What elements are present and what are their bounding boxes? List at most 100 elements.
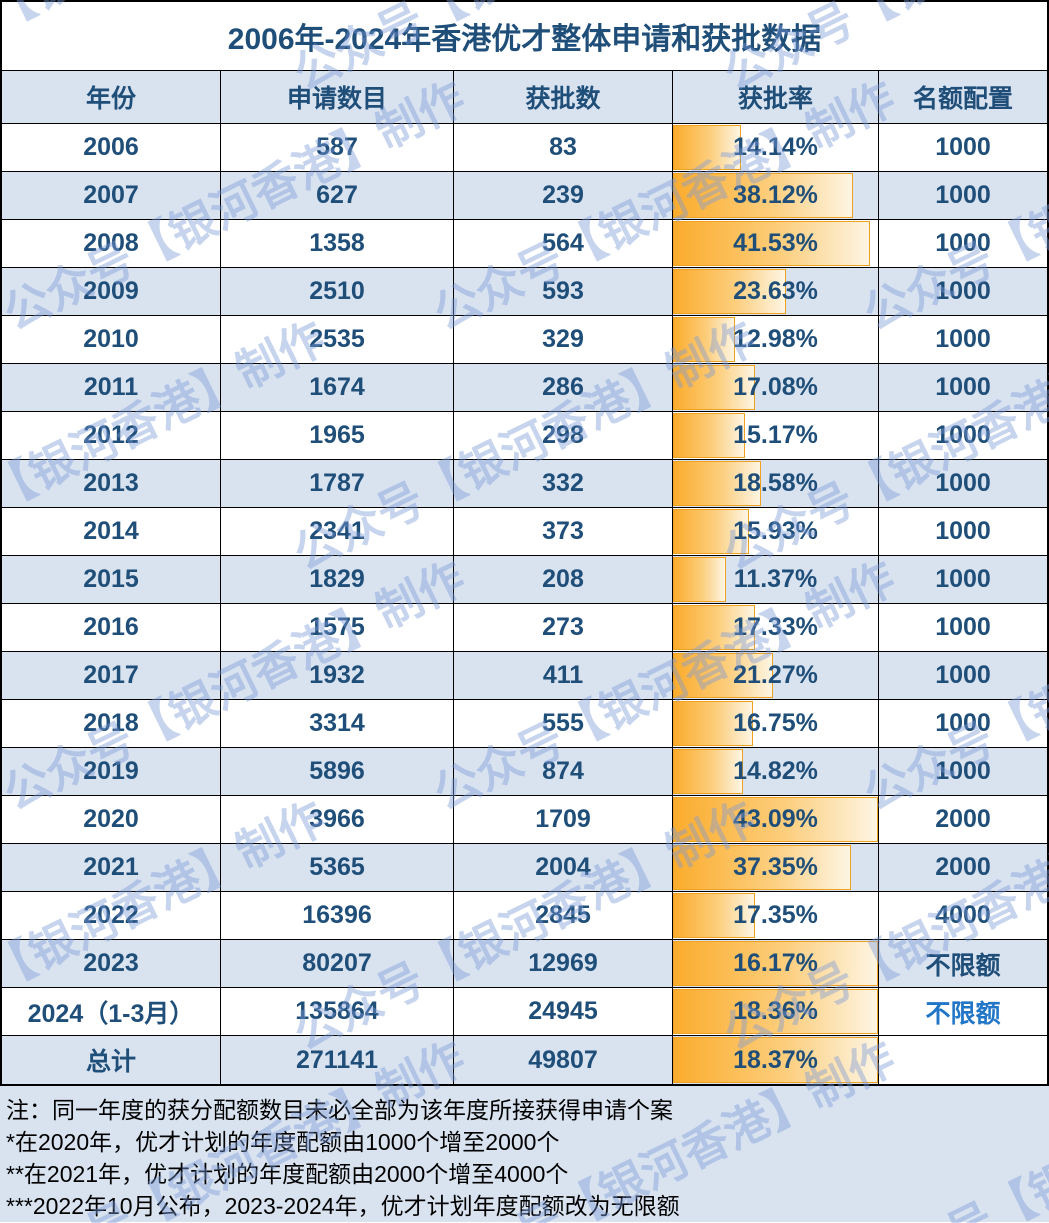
rate-value: 17.33% [733,613,818,641]
approved-cell: 332 [454,460,673,507]
approval-rate-cell: 38.12% [673,172,879,219]
rate-value: 38.12% [733,181,818,209]
approval-rate-cell: 37.35% [673,844,879,891]
approval-rate-cell: 11.37% [673,556,879,603]
rate-value: 14.82% [733,757,818,785]
approval-rate-cell: 18.58% [673,460,879,507]
year-cell: 2008 [2,220,221,267]
rate-bar [673,749,743,794]
applications-cell: 1829 [221,556,454,603]
applications-cell: 135864 [221,988,454,1035]
column-header: 名额配置 [912,85,1013,113]
approved-cell: 564 [454,220,673,267]
approved-cell: 273 [454,604,673,651]
approved-cell: 411 [454,652,673,699]
rate-value: 18.37% [733,1045,818,1074]
approval-rate-cell: 43.09% [673,796,879,843]
rate-value: 11.37% [733,565,818,593]
year-cell: 2017 [2,652,221,699]
rate-value: 15.93% [733,517,818,545]
approved-cell: 12969 [454,940,673,987]
rate-bar [673,797,878,842]
column-header: 获批率 [673,71,879,123]
rate-bar [673,317,735,362]
approval-rate-cell: 14.14% [673,124,879,171]
rate-value: 21.27% [733,661,818,689]
table-row: 2015 1829 208 11.37% 1000 [2,556,1047,604]
rate-bar [673,1037,878,1083]
year-cell: 2006 [2,124,221,171]
footnote-line: *在2020年，优才计划的年度配额由1000个增至2000个 [6,1129,560,1155]
approval-rate-cell: 12.98% [673,316,879,363]
approval-rate-cell: 15.93% [673,508,879,555]
table-row: 2020 3966 1709 43.09% 2000 [2,796,1047,844]
rate-bar [673,509,749,554]
year-cell: 2020 [2,796,221,843]
table-row: 2022 16396 2845 17.35% 4000 [2,892,1047,940]
approved-cell: 298 [454,412,673,459]
table-title-row: 2006年-2024年香港优才整体申请和获批数据 [2,2,1047,71]
applications-cell: 5896 [221,748,454,795]
applications-cell: 271141 [221,1036,454,1084]
footnote-line: ***2022年10月公布，2023-2024年，优才计划年度配额改为无限额 [6,1193,680,1219]
rate-value: 18.58% [733,469,818,497]
year-cell: 2013 [2,460,221,507]
applications-cell: 2341 [221,508,454,555]
quota-cell: 1000 [935,133,991,161]
rate-value: 43.09% [733,805,818,833]
rate-value: 14.14% [733,133,818,161]
year-cell: 2011 [2,364,221,411]
rate-value: 37.35% [733,853,818,881]
rate-value: 12.98% [733,325,818,353]
rate-bar [673,989,878,1034]
approved-cell: 239 [454,172,673,219]
approval-rate-cell: 41.53% [673,220,879,267]
quota-cell: 1000 [935,469,991,497]
table-row: 2021 5365 2004 37.35% 2000 [2,844,1047,892]
year-cell: 2021 [2,844,221,891]
table-header-row: 年份 申请数目 获批数 获批率 名额配置 [2,71,1047,124]
table-body: 2006 587 83 14.14% 1000 2007 627 239 38.… [2,124,1047,1084]
rate-value: 16.75% [733,709,818,737]
footnotes: 注：同一年度的获分配额数目未必全部为该年度所接获得申请个案 *在2020年，优才计… [0,1086,1049,1222]
applications-cell: 1787 [221,460,454,507]
table-row: 2007 627 239 38.12% 1000 [2,172,1047,220]
approved-cell: 329 [454,316,673,363]
applications-cell: 627 [221,172,454,219]
applications-cell: 2535 [221,316,454,363]
column-header: 申请数目 [221,71,454,123]
quota-cell: 2000 [935,805,991,833]
applications-cell: 5365 [221,844,454,891]
applications-cell: 1674 [221,364,454,411]
year-cell: 2016 [2,604,221,651]
page-title: 2006年-2024年香港优才整体申请和获批数据 [227,23,822,56]
data-table: 2006年-2024年香港优才整体申请和获批数据 年份 申请数目 获批数 获批率 名额配… [0,0,1049,1086]
approved-cell: 373 [454,508,673,555]
table-row: 2019 5896 874 14.82% 1000 [2,748,1047,796]
year-cell: 2019 [2,748,221,795]
applications-cell: 1575 [221,604,454,651]
quota-cell: 1000 [935,757,991,785]
approval-rate-cell: 16.17% [673,940,879,987]
rate-bar [673,941,878,986]
rate-bar [673,173,854,218]
rate-bar [673,605,755,650]
rate-bar [673,845,852,890]
approved-cell: 1709 [454,796,673,843]
table-row: 2013 1787 332 18.58% 1000 [2,460,1047,508]
year-cell: 2014 [2,508,221,555]
quota-cell: 不限额 [925,951,1001,980]
rate-bar [673,893,755,938]
approved-cell: 874 [454,748,673,795]
table-row: 2010 2535 329 12.98% 1000 [2,316,1047,364]
rate-bar [673,701,753,746]
table-row: 2006 587 83 14.14% 1000 [2,124,1047,172]
approval-rate-cell: 16.75% [673,700,879,747]
applications-cell: 3314 [221,700,454,747]
quota-cell: 1000 [935,661,991,689]
quota-cell: 1000 [935,373,991,401]
year-cell: 2015 [2,556,221,603]
year-cell: 2009 [2,268,221,315]
approval-rate-cell: 14.82% [673,748,879,795]
